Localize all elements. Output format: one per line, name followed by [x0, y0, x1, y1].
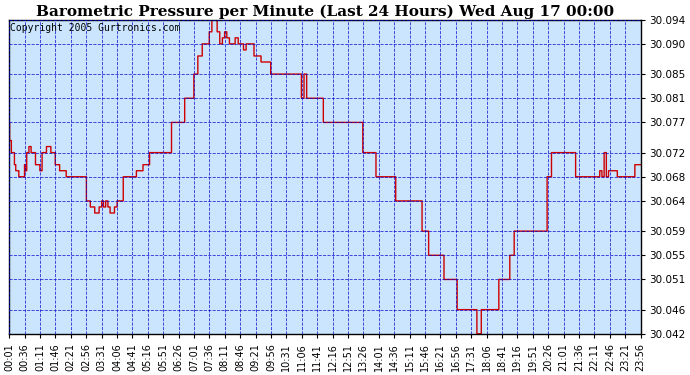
Text: Copyright 2005 Gurtronics.com: Copyright 2005 Gurtronics.com [10, 23, 181, 33]
Title: Barometric Pressure per Minute (Last 24 Hours) Wed Aug 17 00:00: Barometric Pressure per Minute (Last 24 … [36, 4, 614, 18]
